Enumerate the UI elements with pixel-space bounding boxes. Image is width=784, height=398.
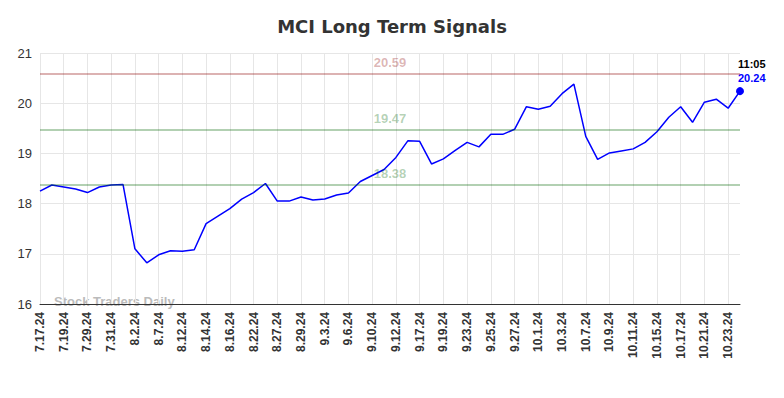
svg-text:11:05: 11:05 xyxy=(738,58,766,70)
svg-text:8.14.24: 8.14.24 xyxy=(199,312,213,352)
svg-text:10.9.24: 10.9.24 xyxy=(602,312,616,352)
svg-text:10.1.24: 10.1.24 xyxy=(531,312,545,352)
svg-text:8.22.24: 8.22.24 xyxy=(247,312,261,352)
svg-text:18.38: 18.38 xyxy=(374,166,407,181)
svg-text:10.3.24: 10.3.24 xyxy=(555,312,569,352)
svg-text:19.47: 19.47 xyxy=(374,111,407,126)
svg-text:18: 18 xyxy=(18,196,32,211)
svg-text:7.31.24: 7.31.24 xyxy=(104,312,118,352)
svg-text:10.11.24: 10.11.24 xyxy=(626,312,640,358)
svg-text:9.17.24: 9.17.24 xyxy=(413,312,427,352)
svg-text:9.19.24: 9.19.24 xyxy=(436,312,450,352)
svg-text:16: 16 xyxy=(18,297,32,312)
svg-text:9.12.24: 9.12.24 xyxy=(389,312,403,352)
svg-text:10.7.24: 10.7.24 xyxy=(579,312,593,352)
svg-text:10.21.24: 10.21.24 xyxy=(697,312,711,359)
svg-text:9.23.24: 9.23.24 xyxy=(460,312,474,352)
svg-text:MCI Long Term Signals: MCI Long Term Signals xyxy=(277,16,507,37)
svg-text:10.23.24: 10.23.24 xyxy=(721,312,735,359)
svg-text:9.3.24: 9.3.24 xyxy=(318,312,332,346)
svg-text:19: 19 xyxy=(18,146,32,161)
svg-text:8.12.24: 8.12.24 xyxy=(175,312,189,352)
svg-text:20.59: 20.59 xyxy=(374,55,407,70)
svg-text:9.27.24: 9.27.24 xyxy=(508,312,522,352)
svg-text:8.16.24: 8.16.24 xyxy=(223,312,237,352)
svg-text:Stock Traders Daily: Stock Traders Daily xyxy=(54,294,175,309)
svg-text:9.10.24: 9.10.24 xyxy=(365,312,379,352)
svg-text:20: 20 xyxy=(18,96,32,111)
svg-text:17: 17 xyxy=(18,246,32,261)
svg-text:8.29.24: 8.29.24 xyxy=(294,312,308,352)
svg-text:9.25.24: 9.25.24 xyxy=(484,312,498,352)
svg-text:8.7.24: 8.7.24 xyxy=(152,312,166,346)
svg-text:7.17.24: 7.17.24 xyxy=(33,312,47,352)
svg-text:7.19.24: 7.19.24 xyxy=(57,312,71,352)
svg-text:8.27.24: 8.27.24 xyxy=(270,312,284,352)
svg-text:10.17.24: 10.17.24 xyxy=(674,312,688,359)
svg-text:7.29.24: 7.29.24 xyxy=(80,312,94,352)
svg-text:21: 21 xyxy=(18,46,32,61)
svg-text:20.24: 20.24 xyxy=(738,72,766,84)
svg-text:10.15.24: 10.15.24 xyxy=(650,312,664,359)
svg-text:9.6.24: 9.6.24 xyxy=(341,312,355,346)
svg-text:8.2.24: 8.2.24 xyxy=(128,312,142,346)
